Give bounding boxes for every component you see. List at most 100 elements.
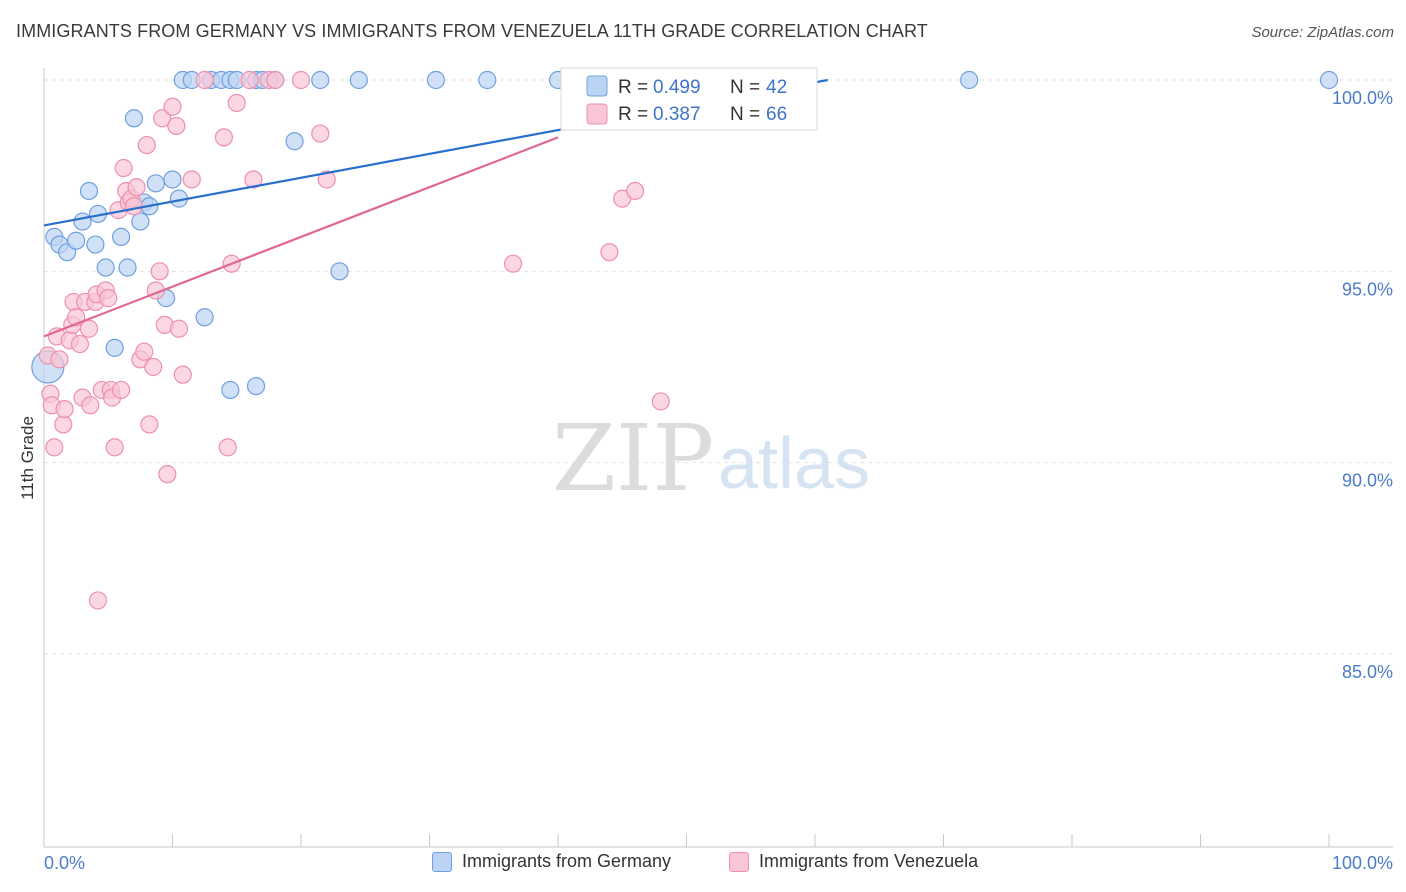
point-venezuela <box>227 93 246 113</box>
point-venezuela <box>45 438 64 457</box>
legend-swatch-venezuela-bottom <box>729 851 749 872</box>
stats-legend: R = 0.499 N = 42 R = 0.387 N = 66 <box>560 67 818 131</box>
point-venezuela <box>55 399 74 419</box>
point-venezuela <box>81 396 100 415</box>
point-venezuela <box>182 170 201 189</box>
point-venezuela <box>651 392 670 411</box>
point-germany <box>67 231 86 250</box>
point-venezuela <box>311 124 330 143</box>
legend-item-venezuela: Immigrants from Venezuela <box>729 851 978 872</box>
point-venezuela <box>153 109 172 128</box>
legend-r-label-venezuela: R = <box>618 104 648 125</box>
point-venezuela <box>317 170 336 189</box>
watermark-atlas: atlas <box>718 424 870 504</box>
legend-item-germany: Immigrants from Germany <box>432 851 671 872</box>
point-venezuela <box>158 465 177 484</box>
point-germany <box>118 258 137 277</box>
x-tick-label-max: 100.0% <box>1332 853 1393 873</box>
point-venezuela <box>54 415 73 434</box>
point-venezuela <box>70 334 90 354</box>
point-venezuela <box>625 181 645 201</box>
point-germany <box>960 70 979 90</box>
point-venezuela <box>79 319 99 338</box>
point-germany <box>86 235 105 254</box>
legend-n-value-venezuela: 66 <box>766 104 787 125</box>
point-venezuela <box>127 178 146 197</box>
legend-n-value-germany: 42 <box>766 77 787 98</box>
grid-lines <box>44 79 1393 655</box>
point-venezuela <box>291 70 311 90</box>
series-venezuela-points <box>38 70 670 610</box>
point-germany <box>478 70 497 90</box>
point-venezuela <box>240 70 259 90</box>
point-venezuela <box>124 197 144 216</box>
point-venezuela <box>167 116 186 136</box>
point-venezuela <box>600 243 619 262</box>
y-axis-title: 11th Grade <box>18 416 37 500</box>
point-germany <box>131 212 150 231</box>
chart-title: IMMIGRANTS FROM GERMANY VS IMMIGRANTS FR… <box>16 21 928 41</box>
point-germany <box>73 212 92 231</box>
point-venezuela <box>195 70 214 90</box>
point-germany <box>426 70 446 90</box>
source-credit: Source: ZipAtlas.com <box>1251 24 1394 41</box>
y-tick-label-85: 85.0% <box>1342 662 1393 682</box>
point-venezuela <box>99 289 118 308</box>
watermark-zip: ZIP <box>552 405 714 512</box>
legend-r-label-germany: R = <box>618 77 648 98</box>
point-venezuela <box>169 319 189 338</box>
point-venezuela <box>105 438 124 457</box>
point-germany <box>349 70 368 90</box>
trend-line-venezuela <box>43 136 559 338</box>
legend-r-value-germany: 0.499 <box>653 77 701 98</box>
watermark: ZIP atlas <box>552 405 870 512</box>
y-tick-labels: 100.0% 95.0% 90.0% 85.0% <box>1332 88 1393 682</box>
legend-n-label-venezuela: N = <box>730 104 760 125</box>
point-germany <box>221 380 240 400</box>
point-germany <box>330 262 349 281</box>
legend-label-venezuela: Immigrants from Venezuela <box>759 851 979 871</box>
point-venezuela <box>218 438 237 457</box>
axes <box>43 68 1393 848</box>
point-germany <box>146 174 165 193</box>
legend-label-germany: Immigrants from Germany <box>462 851 672 871</box>
point-germany <box>246 377 266 396</box>
point-venezuela <box>114 158 133 178</box>
point-germany <box>285 132 304 151</box>
y-tick-label-95: 95.0% <box>1342 279 1393 299</box>
point-venezuela <box>140 415 159 434</box>
point-venezuela <box>173 365 192 384</box>
point-germany <box>96 258 115 277</box>
point-germany <box>195 308 214 327</box>
point-venezuela <box>244 170 263 189</box>
point-venezuela <box>50 350 69 369</box>
legend-swatch-germany-bottom <box>432 851 452 872</box>
point-venezuela <box>88 591 108 610</box>
point-venezuela <box>503 254 523 273</box>
point-germany <box>1319 70 1339 90</box>
point-venezuela <box>135 342 154 361</box>
legend-r-value-venezuela: 0.387 <box>653 104 701 125</box>
x-tick-label-min: 0.0% <box>44 853 85 873</box>
point-venezuela <box>163 97 182 116</box>
legend-swatch-germany <box>586 75 608 97</box>
point-germany <box>79 181 99 201</box>
point-germany <box>105 338 124 357</box>
point-venezuela <box>144 357 163 377</box>
point-venezuela <box>266 70 285 90</box>
point-venezuela <box>214 128 233 147</box>
point-venezuela <box>137 135 156 155</box>
y-tick-label-100: 100.0% <box>1332 88 1393 108</box>
point-germany <box>124 109 144 128</box>
point-venezuela <box>111 380 131 400</box>
point-germany <box>111 227 131 246</box>
y-tick-label-90: 90.0% <box>1342 471 1393 491</box>
point-germany <box>163 170 182 189</box>
point-venezuela <box>150 262 169 281</box>
legend-swatch-venezuela <box>586 103 608 125</box>
x-ticks <box>43 834 1330 847</box>
legend-n-label-germany: N = <box>730 77 760 98</box>
series-legend: Immigrants from Germany Immigrants from … <box>0 851 1406 879</box>
point-germany <box>311 70 330 90</box>
